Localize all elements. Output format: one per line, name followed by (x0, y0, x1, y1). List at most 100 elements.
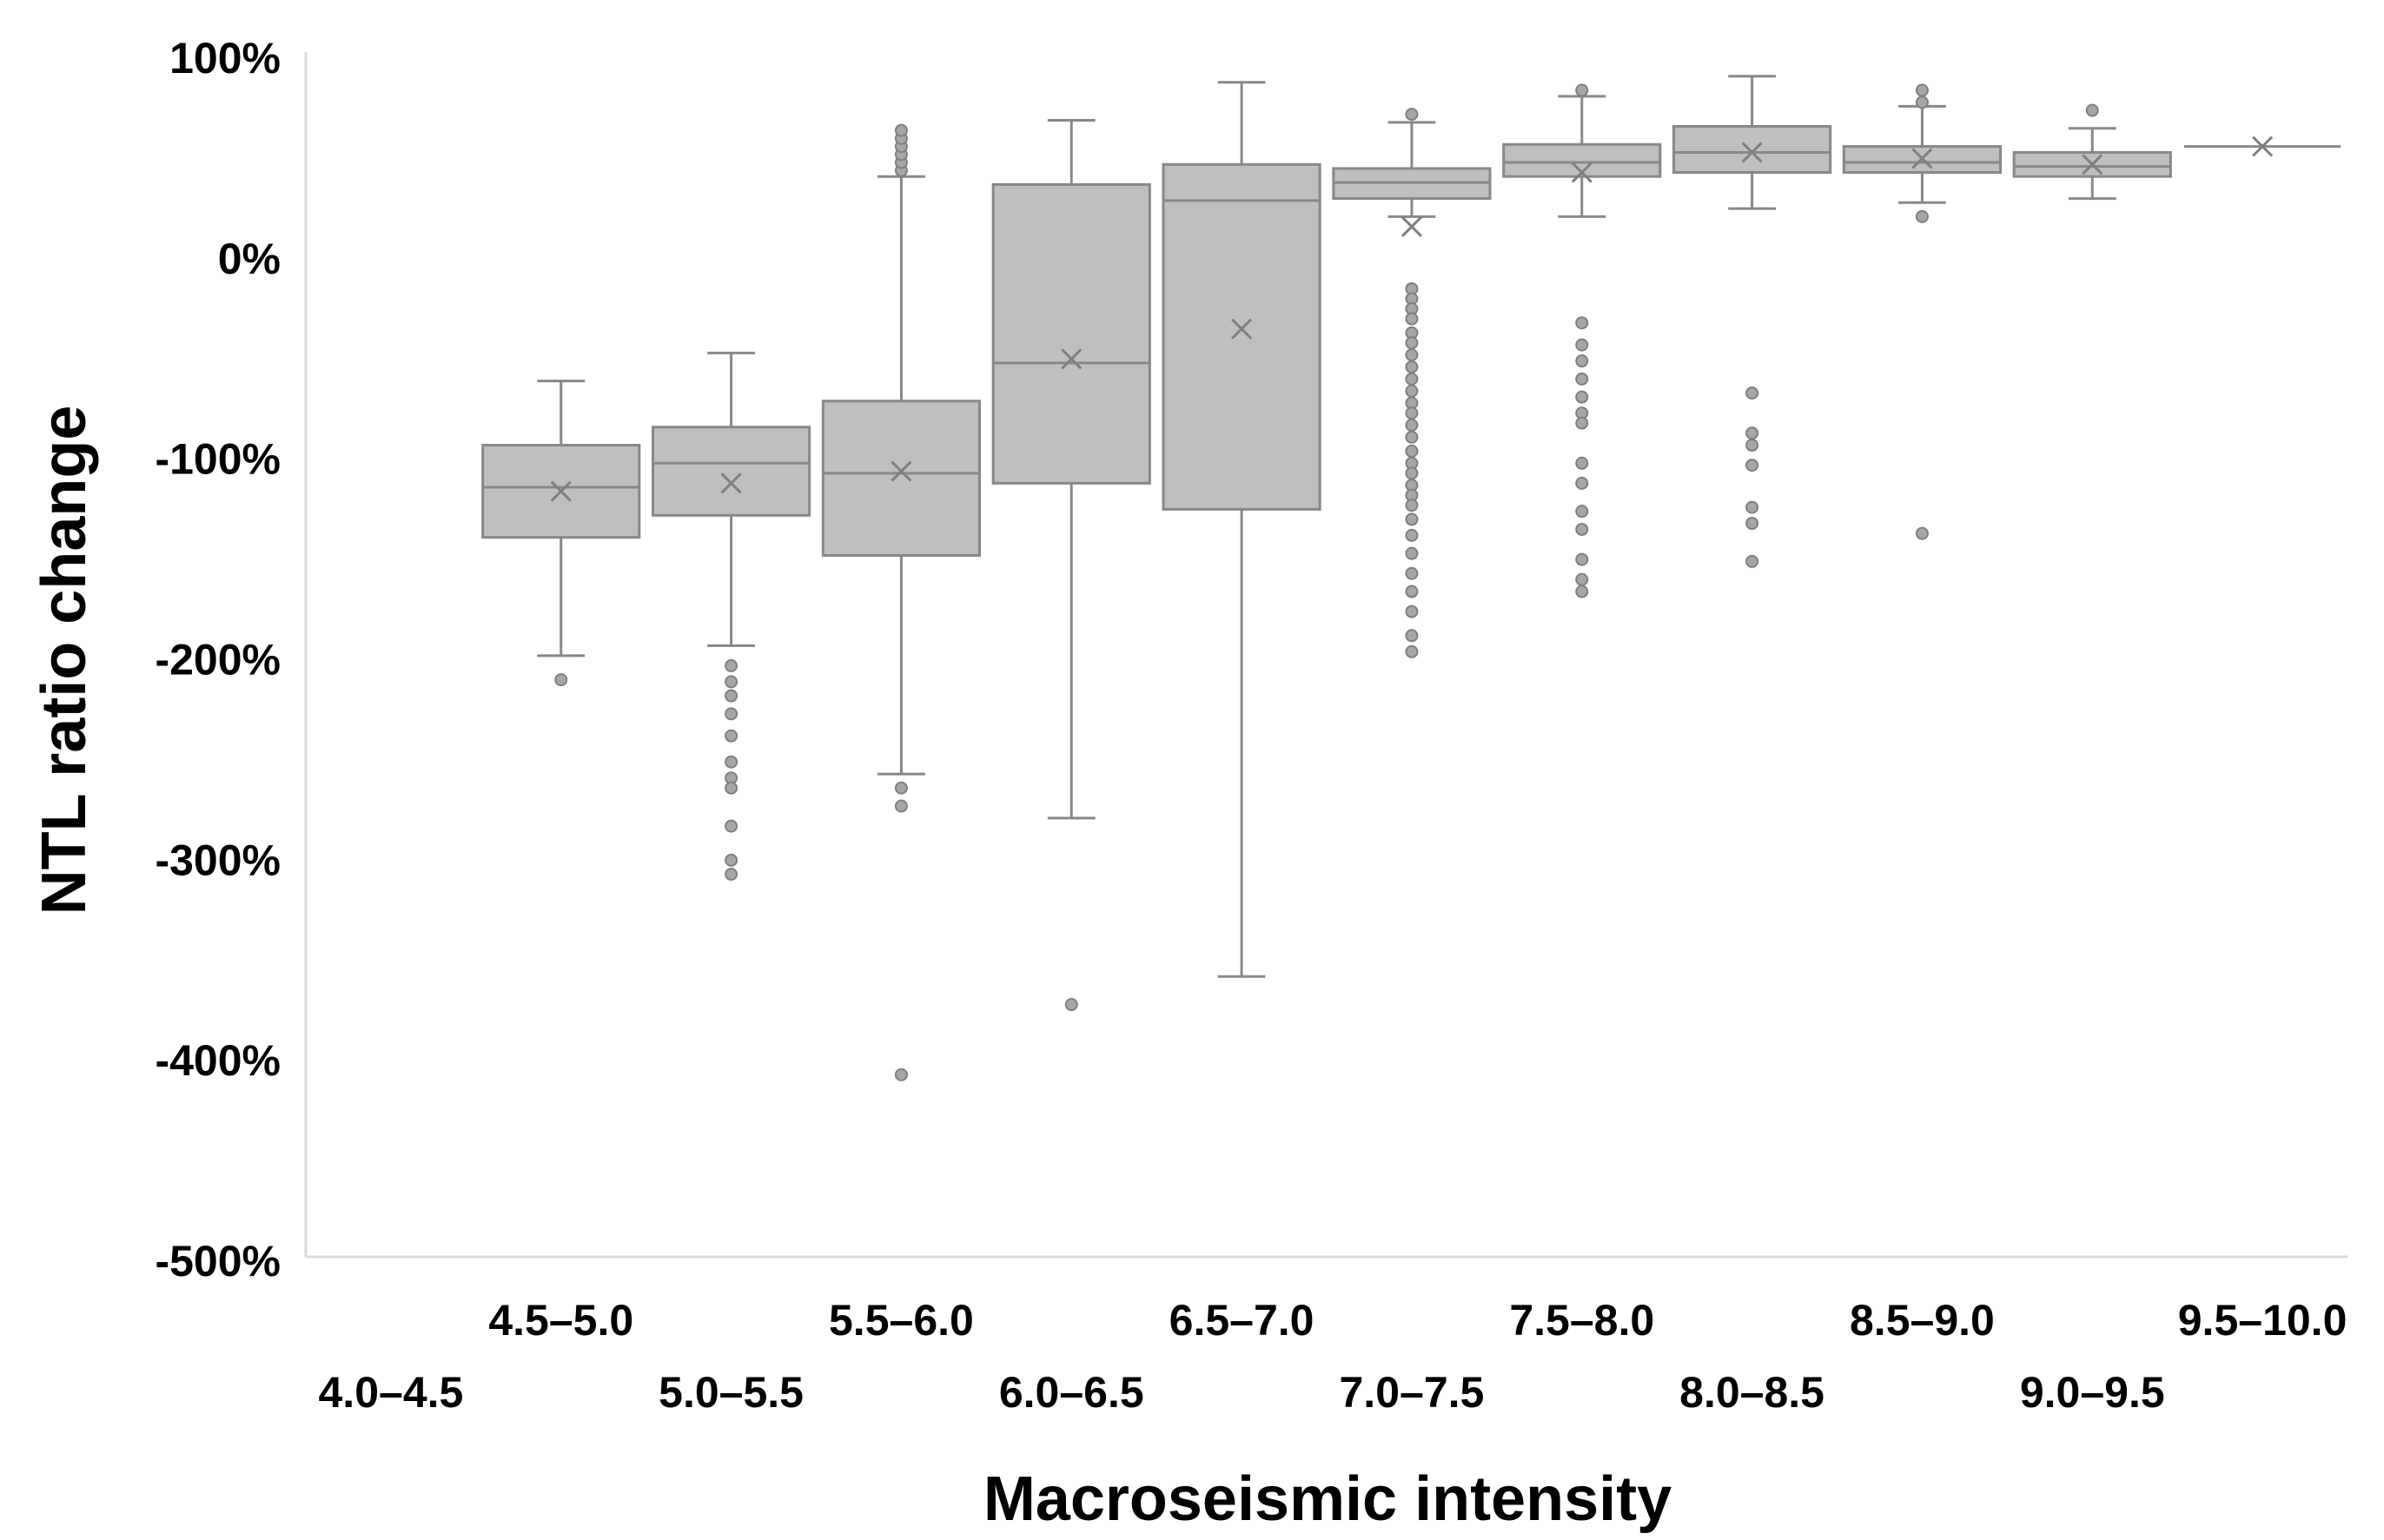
mean-marker (2252, 135, 2274, 157)
outlier-point (1915, 96, 1929, 109)
outlier-point (1575, 416, 1589, 430)
outlier-point (1405, 629, 1419, 643)
mean-marker (1571, 162, 1593, 183)
x-tick-label: 8.5–9.0 (1850, 1296, 1995, 1345)
iqr-box (652, 426, 811, 517)
x-tick-label: 9.5–10.0 (2178, 1296, 2348, 1345)
outlier-point (1405, 108, 1419, 122)
boxes-layer (481, 75, 2341, 1081)
outlier-point (1575, 585, 1589, 598)
outlier-point (1405, 406, 1419, 420)
outlier-point (1405, 418, 1419, 432)
y-tick-label: -500% (155, 1237, 281, 1286)
outlier-point (1575, 572, 1589, 586)
outlier-point (1745, 439, 1759, 453)
mean-marker (1401, 215, 1422, 237)
outlier-point (1745, 517, 1759, 531)
y-tick-label: 0% (218, 235, 281, 283)
outlier-point (1064, 998, 1078, 1012)
outlier-point (894, 781, 908, 795)
outlier-point (1405, 360, 1419, 373)
outlier-point (894, 1067, 908, 1081)
x-tick-label: 4.0–4.5 (319, 1368, 464, 1417)
outlier-point (1405, 499, 1419, 512)
y-tick-label: -200% (155, 636, 281, 684)
mean-marker (1061, 348, 1083, 370)
outlier-point (1745, 459, 1759, 473)
outlier-point (1405, 605, 1419, 618)
box-group (1672, 75, 1832, 568)
x-tick-label: 7.5–8.0 (1509, 1296, 1654, 1345)
outlier-point (1405, 336, 1419, 350)
outlier-point (725, 867, 738, 881)
x-tick-labels: 4.0–4.5 4.5–5.0 5.0–5.5 5.5–6.0 6.0–6.5 6.5–7… (319, 1296, 2348, 1417)
outlier-point (1915, 209, 1929, 223)
outlier-point (1575, 456, 1589, 470)
outlier-point (1575, 338, 1589, 352)
outlier-point (1745, 500, 1759, 514)
outlier-point (725, 707, 738, 721)
iqr-box (1162, 162, 1321, 511)
outlier-point (725, 675, 738, 689)
y-axis-title: NTL ratio change (30, 406, 99, 915)
mean-marker (1911, 148, 1933, 169)
outlier-point (725, 689, 738, 703)
outlier-point (725, 853, 738, 867)
iqr-box (821, 400, 981, 557)
outlier-point (725, 729, 738, 743)
outlier-point (1405, 466, 1419, 480)
iqr-box (991, 182, 1151, 485)
box-group (991, 119, 1151, 1012)
outlier-point (1575, 390, 1589, 404)
x-tick-label: 5.5–6.0 (829, 1296, 974, 1345)
outlier-point (1745, 386, 1759, 400)
outlier-point (1405, 444, 1419, 458)
outlier-point (1405, 644, 1419, 658)
box-group (821, 123, 981, 1081)
outlier-point (554, 673, 568, 687)
x-tick-label: 8.0–8.5 (1679, 1368, 1824, 1417)
outlier-point (1745, 554, 1759, 568)
x-axis-title: Macroseismic intensity (983, 1464, 1672, 1534)
outlier-point (1575, 372, 1589, 386)
box-group (1502, 83, 1662, 598)
outlier-point (1405, 348, 1419, 362)
outlier-point (1405, 546, 1419, 560)
mean-marker (1741, 142, 1763, 163)
y-tick-label: -300% (155, 836, 281, 884)
outlier-point (1575, 476, 1589, 490)
outlier-point (1915, 83, 1929, 97)
outlier-point (1575, 83, 1589, 97)
mean-marker (2082, 154, 2103, 175)
x-tick-label: 4.5–5.0 (488, 1296, 633, 1345)
box-group (652, 351, 811, 881)
x-tick-label: 9.0–9.5 (2020, 1368, 2165, 1417)
box-group (1332, 108, 1492, 658)
outlier-point (1405, 312, 1419, 326)
outlier-point (725, 755, 738, 769)
outlier-point (725, 819, 738, 833)
outlier-point (1575, 505, 1589, 519)
outlier-point (894, 799, 908, 813)
y-tick-label: -100% (155, 435, 281, 484)
outlier-point (1575, 354, 1589, 368)
outlier-point (1405, 512, 1419, 526)
y-tick-labels: 100% 0% -100% -200% -300% -400% -500% (155, 34, 281, 1286)
mean-marker (720, 473, 742, 494)
iqr-box (1672, 124, 1832, 175)
box-group (2012, 103, 2172, 201)
outlier-point (1745, 426, 1759, 440)
x-tick-label: 5.0–5.5 (659, 1368, 804, 1417)
outlier-point (1915, 526, 1929, 540)
mean-marker (891, 460, 912, 482)
outlier-point (1405, 566, 1419, 580)
box-group (1842, 83, 2002, 540)
outlier-point (1405, 430, 1419, 444)
outlier-point (1405, 585, 1419, 598)
box-group (1162, 81, 1321, 978)
iqr-box (481, 444, 641, 539)
outlier-point (1575, 552, 1589, 566)
mean-marker (1231, 318, 1253, 340)
outlier-point (1405, 384, 1419, 398)
